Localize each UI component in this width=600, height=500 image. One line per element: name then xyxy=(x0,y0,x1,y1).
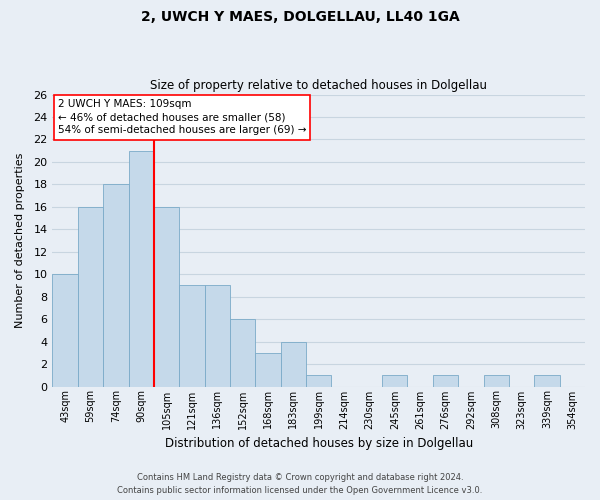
Bar xyxy=(179,286,205,386)
Bar xyxy=(534,376,560,386)
Y-axis label: Number of detached properties: Number of detached properties xyxy=(15,153,25,328)
Bar xyxy=(256,353,281,386)
Bar xyxy=(205,286,230,386)
Text: 2, UWCH Y MAES, DOLGELLAU, LL40 1GA: 2, UWCH Y MAES, DOLGELLAU, LL40 1GA xyxy=(140,10,460,24)
Bar xyxy=(382,376,407,386)
Bar xyxy=(281,342,306,386)
Bar xyxy=(306,376,331,386)
Text: 2 UWCH Y MAES: 109sqm
← 46% of detached houses are smaller (58)
54% of semi-deta: 2 UWCH Y MAES: 109sqm ← 46% of detached … xyxy=(58,99,306,136)
X-axis label: Distribution of detached houses by size in Dolgellau: Distribution of detached houses by size … xyxy=(164,437,473,450)
Bar xyxy=(484,376,509,386)
Bar xyxy=(103,184,128,386)
Bar xyxy=(78,207,103,386)
Bar xyxy=(230,319,256,386)
Title: Size of property relative to detached houses in Dolgellau: Size of property relative to detached ho… xyxy=(150,79,487,92)
Text: Contains HM Land Registry data © Crown copyright and database right 2024.
Contai: Contains HM Land Registry data © Crown c… xyxy=(118,474,482,495)
Bar xyxy=(52,274,78,386)
Bar xyxy=(154,207,179,386)
Bar xyxy=(433,376,458,386)
Bar xyxy=(128,150,154,386)
